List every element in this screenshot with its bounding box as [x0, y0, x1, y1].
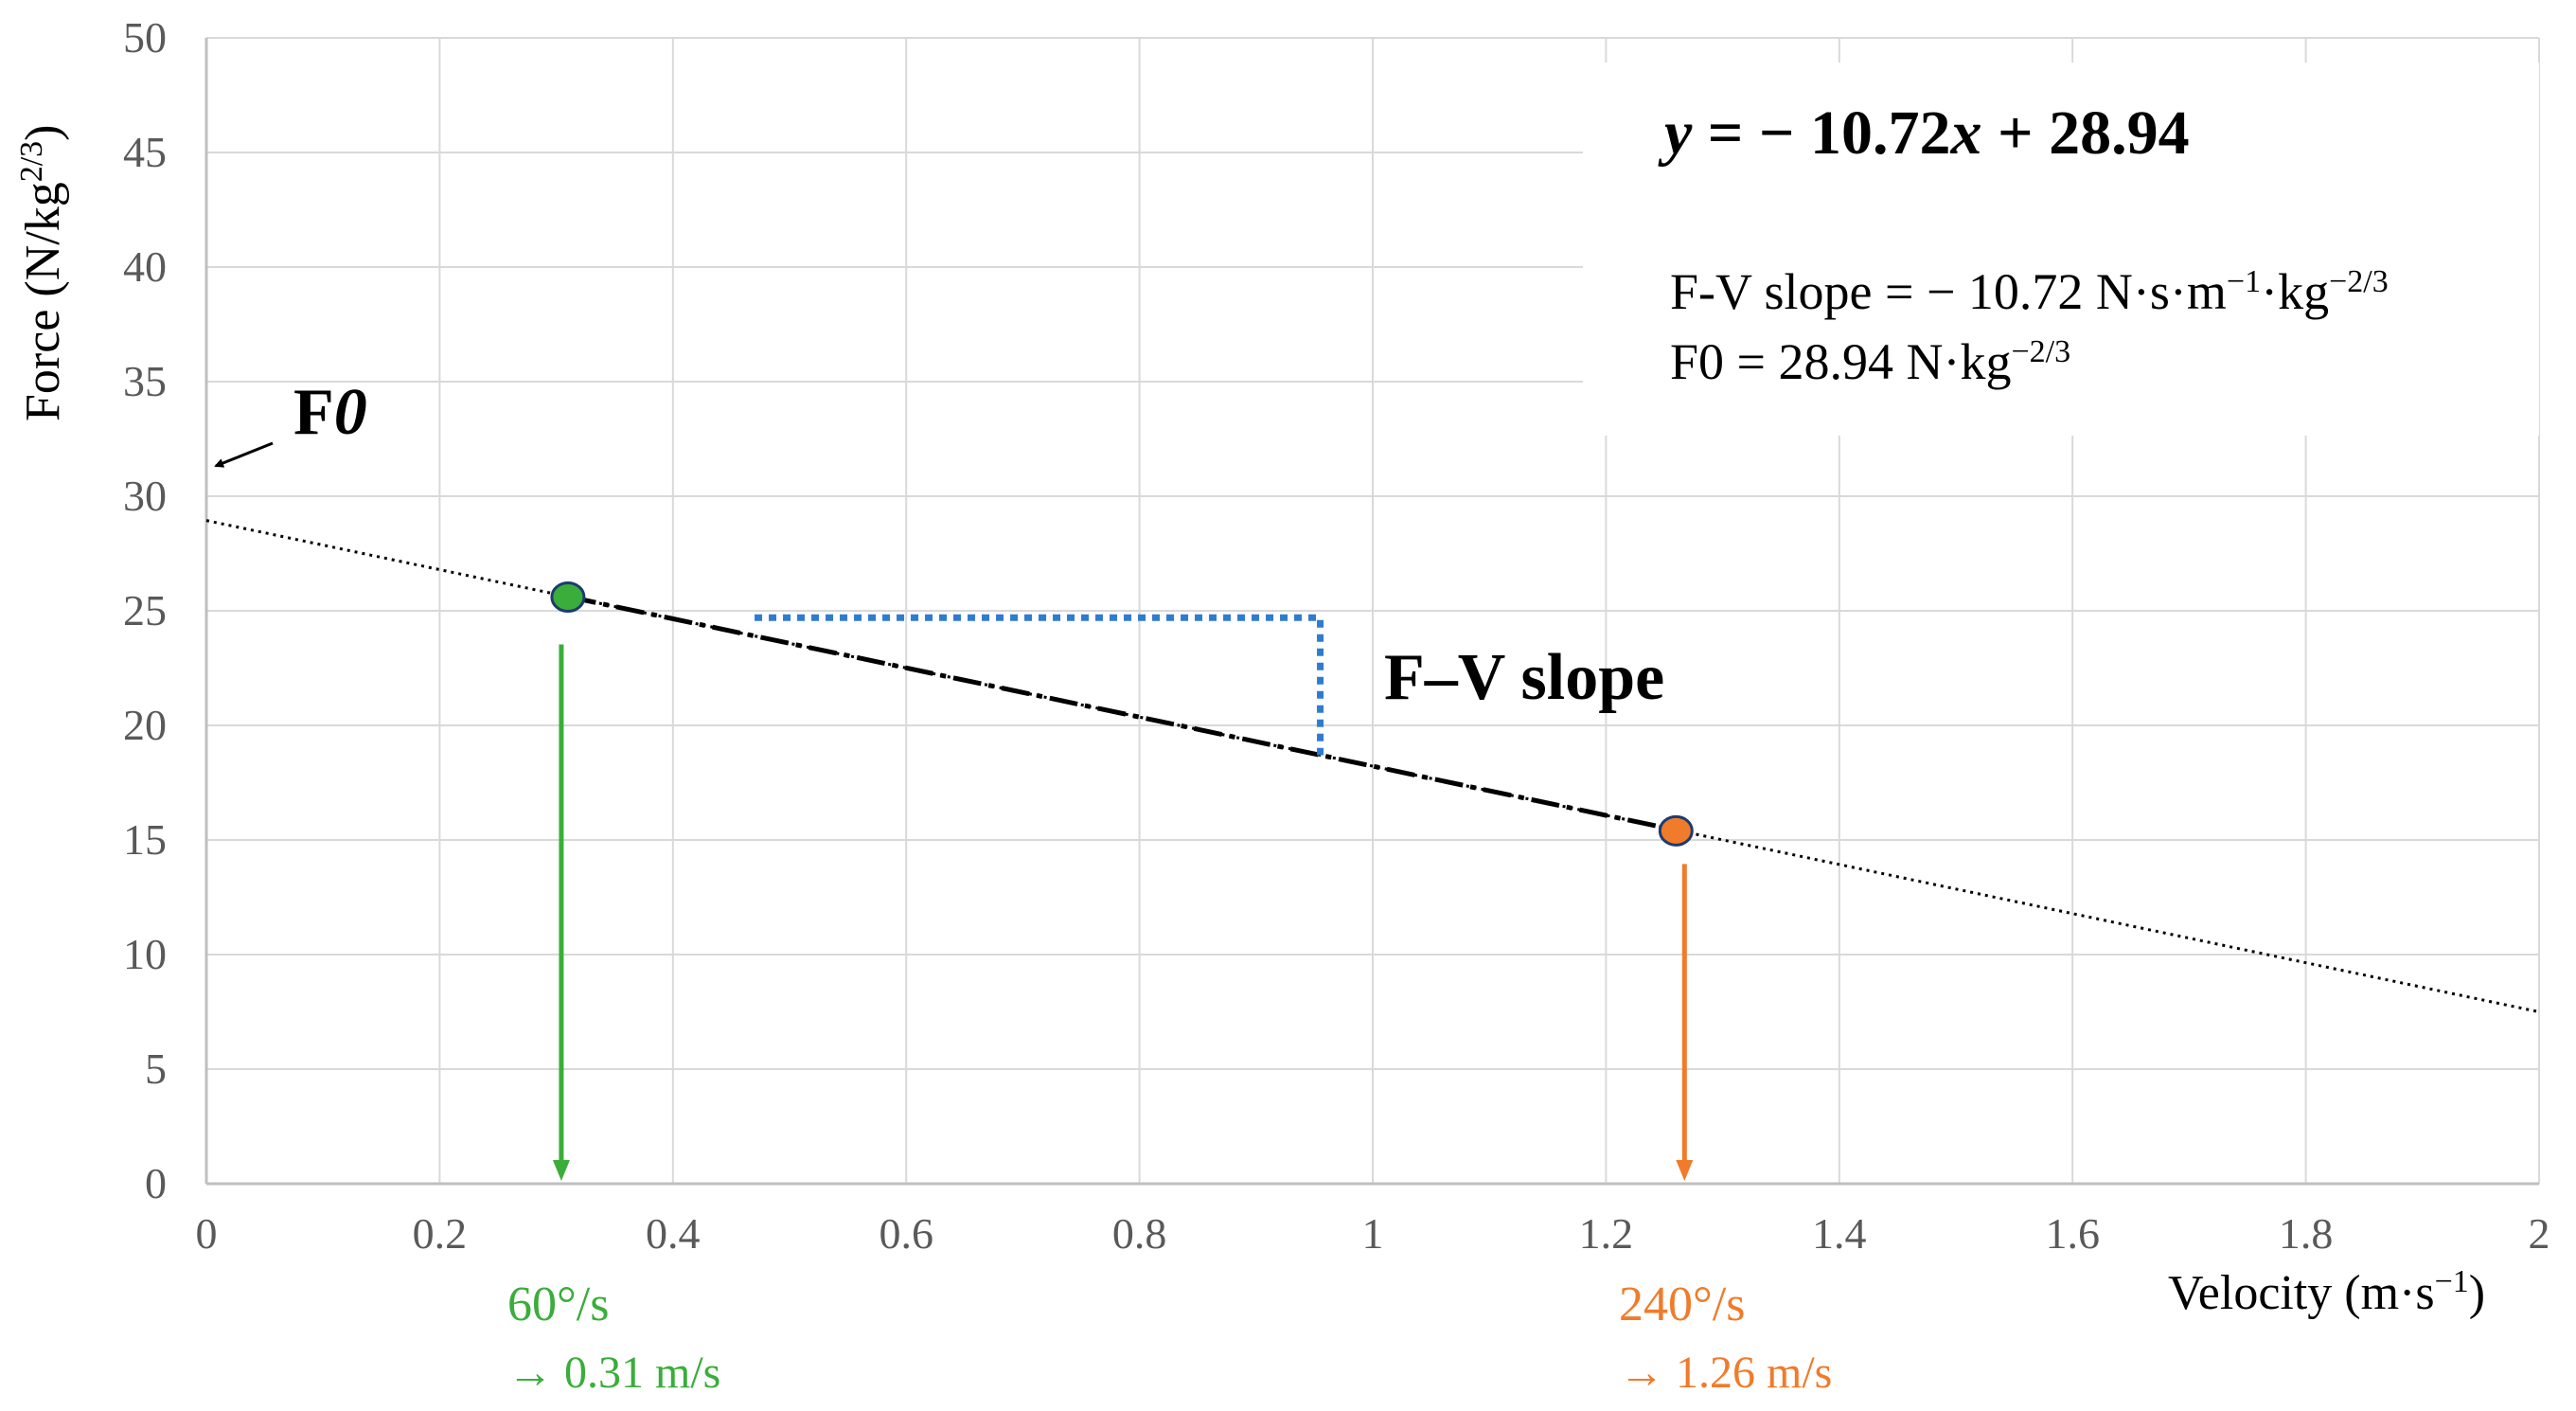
fv-slope-label: F–V slope: [1384, 641, 1664, 714]
velocity-label-240: → 1.26 m/s: [1619, 1348, 1832, 1398]
x-tick-label: 0.2: [413, 1209, 468, 1258]
y-tick-label: 25: [123, 586, 167, 634]
y-gridlines: [206, 37, 2539, 1070]
x-tick-label: 1.6: [2045, 1209, 2100, 1258]
data-point-240: [1658, 814, 1694, 847]
x-tick-label: 1.8: [2279, 1209, 2334, 1258]
equation-box: [1583, 63, 2539, 436]
regression-equation: y = − 10.72x + 28.94: [1658, 98, 2190, 168]
f0-arrow: [214, 441, 274, 468]
x-tick-label: 0: [196, 1209, 218, 1258]
x-tick-label: 0.6: [879, 1209, 933, 1258]
y-tick-label: 50: [123, 13, 167, 62]
x-tick-label: 1.4: [1812, 1209, 1867, 1258]
x-tick-label: 2: [2529, 1209, 2550, 1258]
data-point-60: [550, 580, 586, 613]
speed-label-60: 60°/s: [507, 1277, 609, 1331]
y-tick-label: 35: [123, 357, 167, 405]
y-tick-label: 10: [123, 930, 167, 978]
y-tick-label: 40: [123, 242, 167, 291]
y-tick-label: 30: [123, 472, 167, 520]
y-tick-label: 0: [145, 1159, 167, 1207]
x-tick-label: 1: [1362, 1209, 1384, 1258]
speed-label-240: 240°/s: [1619, 1277, 1745, 1331]
x-tick-label: 1.2: [1579, 1209, 1634, 1258]
x-axis-label: Velocity (m·s−1): [2168, 1264, 2485, 1321]
y-tick-label: 45: [123, 128, 167, 176]
y-tick-labels: 0 5 10 15 20 25 30 35 40 45 50: [123, 13, 167, 1207]
y-axis-label: Force (N/kg2/3): [14, 125, 71, 422]
y-tick-label: 5: [145, 1045, 167, 1093]
y-tick-label: 15: [123, 815, 167, 864]
x-tick-labels: 0 0.2 0.4 0.6 0.8 1 1.2 1.4 1.6 1.8 2: [196, 1209, 2550, 1258]
measured-segment: [567, 594, 1677, 832]
slope-triangle: [755, 614, 1324, 756]
x-tick-label: 0.4: [646, 1209, 701, 1258]
y-tick-label: 20: [123, 701, 167, 749]
f0-label: F0: [293, 376, 367, 449]
slope-value-text: F-V slope = − 10.72 N·s·m−1·kg−2/3: [1670, 263, 2389, 320]
f0-value-text: F0 = 28.94 N·kg−2/3: [1670, 333, 2070, 390]
regression-line: [205, 519, 2540, 1013]
velocity-label-60: → 0.31 m/s: [507, 1348, 720, 1398]
x-tick-label: 0.8: [1112, 1209, 1167, 1258]
